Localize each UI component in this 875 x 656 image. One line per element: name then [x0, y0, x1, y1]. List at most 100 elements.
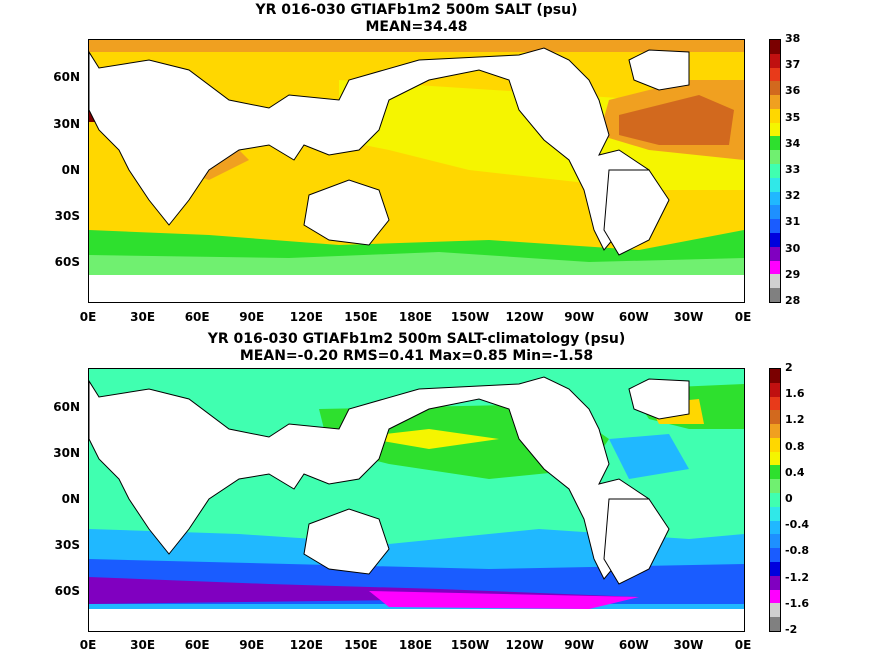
top-xtick-label: 30E — [130, 310, 156, 324]
top-ytick-0n: 0N — [61, 163, 80, 177]
top-xtick-label: 0E — [79, 310, 97, 324]
bottom-colorbar-label: 0.8 — [785, 439, 805, 453]
bottom-colorbar-label: -2 — [785, 623, 798, 636]
top-antarctica — [89, 275, 744, 302]
bottom-colorbar-swatch — [770, 396, 780, 411]
top-colorbar-swatch — [770, 205, 780, 220]
top-colorbar-swatch — [770, 246, 780, 261]
top-xtick-label: 30W — [673, 310, 704, 324]
bottom-ytick-60n: 60N — [53, 400, 80, 414]
bottom-map-plot — [88, 368, 745, 632]
top-ytick-30n: 30N — [53, 117, 80, 131]
top-colorbar-swatch — [770, 136, 780, 151]
bottom-ytick-30n: 30N — [53, 446, 80, 460]
top-colorbar-label: 28 — [785, 294, 801, 307]
bottom-xtick-label: 0E — [734, 638, 752, 652]
top-arctic-band — [89, 40, 744, 52]
bottom-colorbar-swatch — [770, 437, 780, 452]
bottom-colorbar-label: 1.2 — [785, 413, 805, 427]
bottom-xtick-label: 30E — [130, 638, 156, 652]
bottom-chart-subtitle: MEAN=-0.20 RMS=0.41 Max=0.85 Min=-1.58 — [239, 348, 594, 364]
top-colorbar-swatch — [770, 260, 780, 275]
bottom-colorbar-swatch — [770, 369, 780, 383]
bottom-ytick-30s: 30S — [54, 538, 80, 552]
bottom-xtick-label: 0E — [79, 638, 97, 652]
top-australia — [303, 179, 390, 246]
top-colorbar-swatch — [770, 122, 780, 137]
top-xtick-label: 0E — [734, 310, 752, 324]
top-greenland — [628, 49, 690, 91]
bottom-xtick-label: 90E — [239, 638, 265, 652]
top-colorbar-label: 29 — [785, 267, 801, 281]
bottom-ytick-0n: 0N — [61, 492, 80, 506]
top-colorbar-swatch — [770, 81, 780, 96]
top-southern-inner — [89, 252, 744, 275]
bottom-colorbar-swatch — [770, 617, 780, 631]
bottom-colorbar-swatch — [770, 561, 780, 576]
bottom-australia — [303, 508, 390, 575]
bottom-caribbean — [609, 434, 689, 479]
bottom-colorbar-swatch — [770, 451, 780, 466]
top-xtick-label: 150E — [344, 310, 378, 324]
bottom-ytick-60s: 60S — [54, 584, 80, 598]
bottom-map-svg — [89, 369, 744, 631]
bottom-xtick-label: 90W — [564, 638, 595, 652]
top-colorbar-swatch — [770, 274, 780, 289]
top-colorbar-swatch — [770, 150, 780, 165]
bottom-continents — [89, 376, 650, 580]
bottom-colorbar-label: -1.2 — [785, 570, 810, 584]
bottom-xtick-label: 30W — [673, 638, 704, 652]
top-atlantic-core — [619, 95, 734, 145]
bottom-antarctica — [89, 609, 744, 631]
top-ytick-30s: 30S — [54, 209, 80, 223]
top-xtick-label: 90E — [239, 310, 265, 324]
bottom-xtick-label: 60W — [618, 638, 649, 652]
top-ytick-60s: 60S — [54, 255, 80, 269]
top-colorbar-swatch — [770, 219, 780, 233]
top-colorbar-swatch — [770, 53, 780, 68]
top-xtick-label: 120W — [505, 310, 544, 324]
bottom-colorbar-label: 0 — [785, 492, 793, 505]
bottom-colorbar — [769, 368, 781, 632]
top-colorbar-swatch — [770, 177, 780, 192]
bottom-colorbar-swatch — [770, 506, 780, 521]
bottom-south-america — [603, 498, 670, 585]
bottom-colorbar-label: -0.4 — [785, 518, 810, 532]
top-colorbar — [769, 39, 781, 303]
top-xtick-label: 120E — [289, 310, 323, 324]
bottom-xtick-label: 60E — [184, 638, 210, 652]
top-xtick-label: 90W — [564, 310, 595, 324]
top-colorbar-label: 30 — [785, 241, 801, 255]
top-xtick-label: 60W — [618, 310, 649, 324]
bottom-greenland — [628, 378, 690, 420]
top-colorbar-label: 36 — [785, 84, 801, 98]
top-map-svg — [89, 40, 744, 302]
bottom-colorbar-swatch — [770, 479, 780, 494]
top-colorbar-swatch — [770, 108, 780, 123]
bottom-colorbar-label: 0.4 — [785, 465, 805, 479]
top-ytick-60n: 60N — [53, 70, 80, 84]
bottom-xtick-label: 150E — [344, 638, 378, 652]
top-colorbar-swatch — [770, 40, 780, 54]
top-colorbar-swatch — [770, 191, 780, 206]
bottom-colorbar-swatch — [770, 575, 780, 590]
bottom-colorbar-swatch — [770, 548, 780, 562]
bottom-chart-title: YR 016-030 GTIAFb1m2 500m SALT-climatolo… — [207, 331, 626, 347]
bottom-ross-sea — [369, 591, 639, 609]
bottom-colorbar-swatch — [770, 493, 780, 507]
bottom-colorbar-label: 2 — [785, 361, 793, 374]
bottom-colorbar-swatch — [770, 534, 780, 549]
bottom-xtick-label: 120E — [289, 638, 323, 652]
bottom-xtick-label: 150W — [450, 638, 490, 652]
top-xtick-label: 180E — [398, 310, 433, 324]
top-colorbar-swatch — [770, 288, 780, 302]
top-colorbar-label: 32 — [785, 189, 801, 203]
top-colorbar-label: 37 — [785, 58, 801, 72]
top-colorbar-label: 33 — [785, 163, 801, 176]
bottom-colorbar-swatch — [770, 424, 780, 438]
bottom-colorbar-label: -1.6 — [785, 596, 810, 610]
bottom-xtick-label: 180E — [398, 638, 433, 652]
bottom-colorbar-swatch — [770, 603, 780, 618]
top-colorbar-label: 35 — [785, 110, 801, 124]
top-colorbar-swatch — [770, 164, 780, 178]
